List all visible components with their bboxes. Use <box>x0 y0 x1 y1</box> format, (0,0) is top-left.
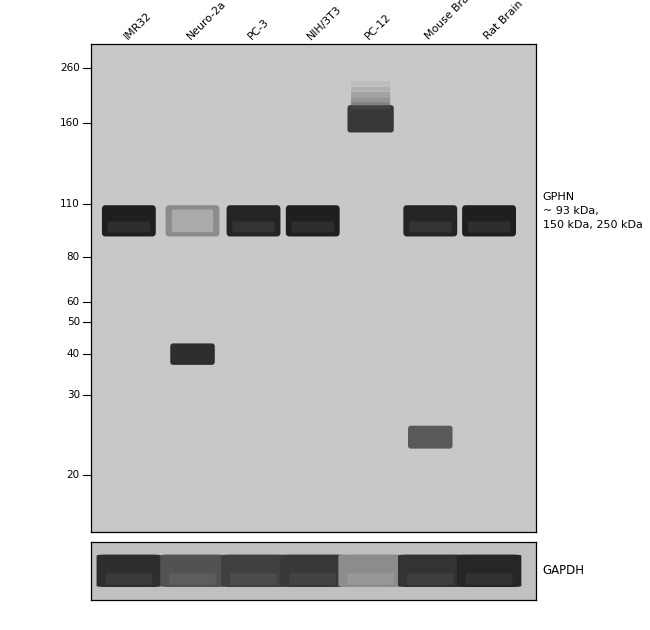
FancyBboxPatch shape <box>408 426 452 449</box>
FancyBboxPatch shape <box>407 573 454 585</box>
FancyBboxPatch shape <box>351 103 390 109</box>
FancyBboxPatch shape <box>227 205 280 236</box>
Text: Mouse Brain: Mouse Brain <box>423 0 478 42</box>
Text: PC-12: PC-12 <box>363 12 393 42</box>
FancyBboxPatch shape <box>339 554 403 587</box>
Text: Neuro-2a: Neuro-2a <box>185 0 228 42</box>
FancyBboxPatch shape <box>351 86 390 91</box>
FancyBboxPatch shape <box>351 81 390 86</box>
Text: IMR32: IMR32 <box>122 11 153 42</box>
FancyBboxPatch shape <box>232 221 275 232</box>
Text: GAPDH: GAPDH <box>543 564 585 577</box>
FancyBboxPatch shape <box>457 554 521 587</box>
FancyBboxPatch shape <box>172 210 213 232</box>
Text: PC-3: PC-3 <box>246 17 271 42</box>
FancyBboxPatch shape <box>108 221 150 232</box>
Text: NIH/3T3: NIH/3T3 <box>306 4 344 42</box>
FancyBboxPatch shape <box>398 554 463 587</box>
FancyBboxPatch shape <box>351 92 390 97</box>
FancyBboxPatch shape <box>347 573 394 585</box>
FancyBboxPatch shape <box>169 573 216 585</box>
Text: 60: 60 <box>67 297 80 307</box>
Text: 50: 50 <box>67 318 80 328</box>
Text: 20: 20 <box>67 470 80 479</box>
Text: 80: 80 <box>67 253 80 263</box>
FancyBboxPatch shape <box>351 97 390 103</box>
Text: 160: 160 <box>60 118 80 128</box>
Text: 40: 40 <box>67 349 80 359</box>
FancyBboxPatch shape <box>465 573 512 585</box>
FancyBboxPatch shape <box>280 554 345 587</box>
Text: 260: 260 <box>60 62 80 72</box>
Text: 30: 30 <box>67 390 80 399</box>
FancyBboxPatch shape <box>161 554 225 587</box>
FancyBboxPatch shape <box>221 554 286 587</box>
FancyBboxPatch shape <box>348 105 394 132</box>
FancyBboxPatch shape <box>462 205 516 236</box>
FancyBboxPatch shape <box>292 221 334 232</box>
FancyBboxPatch shape <box>102 205 156 236</box>
FancyBboxPatch shape <box>97 554 161 587</box>
FancyBboxPatch shape <box>230 573 277 585</box>
FancyBboxPatch shape <box>404 205 457 236</box>
FancyBboxPatch shape <box>409 221 452 232</box>
FancyBboxPatch shape <box>286 205 340 236</box>
Text: Rat Brain: Rat Brain <box>482 0 525 42</box>
FancyBboxPatch shape <box>166 205 220 236</box>
FancyBboxPatch shape <box>289 573 336 585</box>
FancyBboxPatch shape <box>468 221 510 232</box>
Text: 110: 110 <box>60 199 80 209</box>
FancyBboxPatch shape <box>105 573 152 585</box>
Text: GPHN
~ 93 kDa,
150 kDa, 250 kDa: GPHN ~ 93 kDa, 150 kDa, 250 kDa <box>543 192 643 229</box>
FancyBboxPatch shape <box>170 343 214 365</box>
